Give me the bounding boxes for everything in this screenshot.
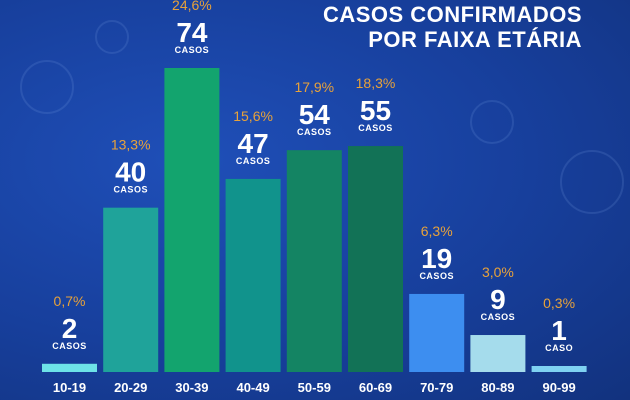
category-label-40-49: 40-49 [236, 380, 269, 395]
percent-label-60-69: 18,3% [356, 75, 396, 91]
unit-label-20-29: CASOS [113, 185, 148, 195]
bar-20-29 [103, 207, 159, 372]
chart-title-line-2: POR FAIXA ETÁRIA [368, 27, 582, 52]
category-label-30-39: 30-39 [175, 380, 208, 395]
percent-label-80-89: 3,0% [482, 264, 514, 280]
percent-label-30-39: 24,6% [172, 0, 212, 13]
bar-10-19 [42, 363, 97, 372]
percent-label-20-29: 13,3% [111, 137, 151, 153]
percent-label-90-99: 0,3% [543, 295, 575, 311]
value-label-80-89: 9 [490, 284, 506, 315]
category-label-80-89: 80-89 [481, 380, 514, 395]
bar-40-49 [225, 178, 281, 372]
category-label-20-29: 20-29 [114, 380, 147, 395]
percent-label-70-79: 6,3% [421, 223, 453, 239]
bar-50-59 [286, 150, 342, 372]
percent-label-50-59: 17,9% [294, 79, 334, 95]
virus-decoration [560, 150, 624, 214]
category-label-60-69: 60-69 [359, 380, 392, 395]
bar-80-89 [470, 335, 526, 372]
value-label-10-19: 2 [62, 313, 78, 344]
unit-label-90-99: CASO [545, 343, 573, 353]
unit-label-60-69: CASOS [358, 123, 393, 133]
bar-30-39 [164, 68, 220, 372]
bar-70-79 [409, 293, 465, 372]
category-label-50-59: 50-59 [298, 380, 331, 395]
unit-label-50-59: CASOS [297, 127, 332, 137]
unit-label-30-39: CASOS [175, 45, 210, 55]
virus-decoration [20, 60, 74, 114]
category-label-90-99: 90-99 [542, 380, 575, 395]
unit-label-80-89: CASOS [481, 312, 516, 322]
percent-label-10-19: 0,7% [54, 293, 86, 309]
percent-label-40-49: 15,6% [233, 108, 273, 124]
value-label-20-29: 40 [115, 157, 146, 188]
value-label-90-99: 1 [551, 315, 567, 346]
virus-decoration [95, 20, 129, 54]
category-label-70-79: 70-79 [420, 380, 453, 395]
value-label-50-59: 54 [299, 99, 331, 130]
value-label-60-69: 55 [360, 95, 391, 126]
value-label-40-49: 47 [238, 128, 269, 159]
unit-label-10-19: CASOS [52, 341, 87, 351]
unit-label-40-49: CASOS [236, 156, 271, 166]
category-label-10-19: 10-19 [53, 380, 86, 395]
value-label-30-39: 74 [176, 17, 208, 48]
chart-title: CASOS CONFIRMADOS POR FAIXA ETÁRIA [323, 2, 582, 52]
bar-90-99 [531, 366, 587, 372]
chart-title-line-1: CASOS CONFIRMADOS [322, 2, 582, 27]
unit-label-70-79: CASOS [419, 271, 454, 281]
value-label-70-79: 19 [421, 243, 452, 274]
bar-60-69 [348, 146, 403, 372]
virus-decoration [470, 100, 514, 144]
